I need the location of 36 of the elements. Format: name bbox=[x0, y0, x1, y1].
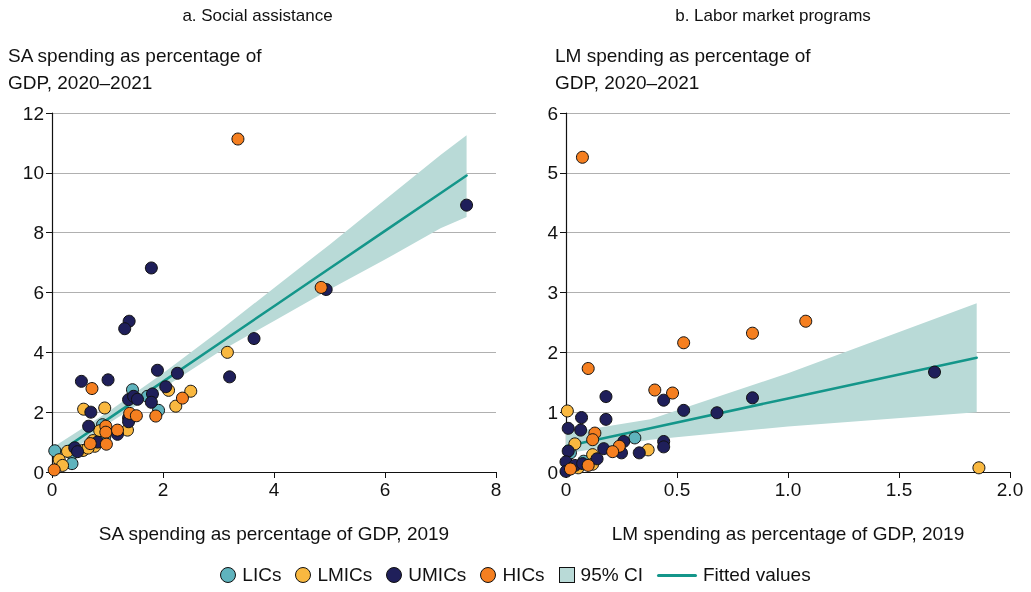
legend-label: HICs bbox=[502, 564, 545, 586]
y-tick-label: 0 bbox=[547, 461, 558, 483]
chart-title: b. Labor market programs bbox=[674, 6, 872, 26]
x-tick-label: 0.5 bbox=[663, 479, 691, 500]
y-tick-label: 3 bbox=[547, 282, 558, 303]
x-tick-label: 0 bbox=[46, 479, 58, 500]
x-tick-label: 2 bbox=[157, 479, 169, 500]
y-tick-label: 0 bbox=[33, 461, 44, 483]
y-tick-label: 5 bbox=[547, 162, 558, 184]
legend-label: UMICs bbox=[408, 564, 467, 586]
y-tick-label: 1 bbox=[547, 401, 558, 423]
y-tick-label: 8 bbox=[33, 222, 44, 244]
y-tick-label: 2 bbox=[33, 401, 44, 423]
x-axis-title: SA spending as percentage of GDP, 2019 bbox=[98, 523, 450, 544]
chart-title: a. Social assistance bbox=[181, 6, 334, 26]
y-tick-label: 2 bbox=[547, 341, 558, 363]
x-tick-label: 6 bbox=[379, 479, 391, 500]
legend-label: LMICs bbox=[317, 564, 373, 586]
y-axis-title: LM spending as percentage of GDP, 2020–2021 bbox=[555, 44, 812, 95]
x-axis-title: LM spending as percentage of GDP, 2019 bbox=[611, 523, 965, 544]
x-tick-label: 4 bbox=[268, 479, 280, 500]
x-tick-label: 8 bbox=[490, 479, 502, 500]
y-tick-label: 10 bbox=[22, 162, 44, 184]
y-axis-title: SA spending as percentage of GDP, 2020–2021 bbox=[8, 44, 263, 95]
text: 95% CI bbox=[580, 564, 643, 586]
y-tick-label: 6 bbox=[33, 282, 44, 303]
x-tick-label: 2.0 bbox=[996, 479, 1024, 500]
x-tick-label: 1.5 bbox=[885, 479, 913, 500]
x-tick-label: 0 bbox=[560, 479, 572, 500]
x-tick-label: 1.0 bbox=[774, 479, 802, 500]
legend-label: Fitted values bbox=[702, 564, 811, 586]
y-tick-label: 6 bbox=[547, 102, 558, 124]
y-tick-label: 4 bbox=[547, 222, 559, 244]
y-tick-label: 4 bbox=[33, 341, 45, 363]
legend-label: LICs bbox=[242, 564, 282, 586]
y-tick-label: 12 bbox=[22, 102, 44, 124]
